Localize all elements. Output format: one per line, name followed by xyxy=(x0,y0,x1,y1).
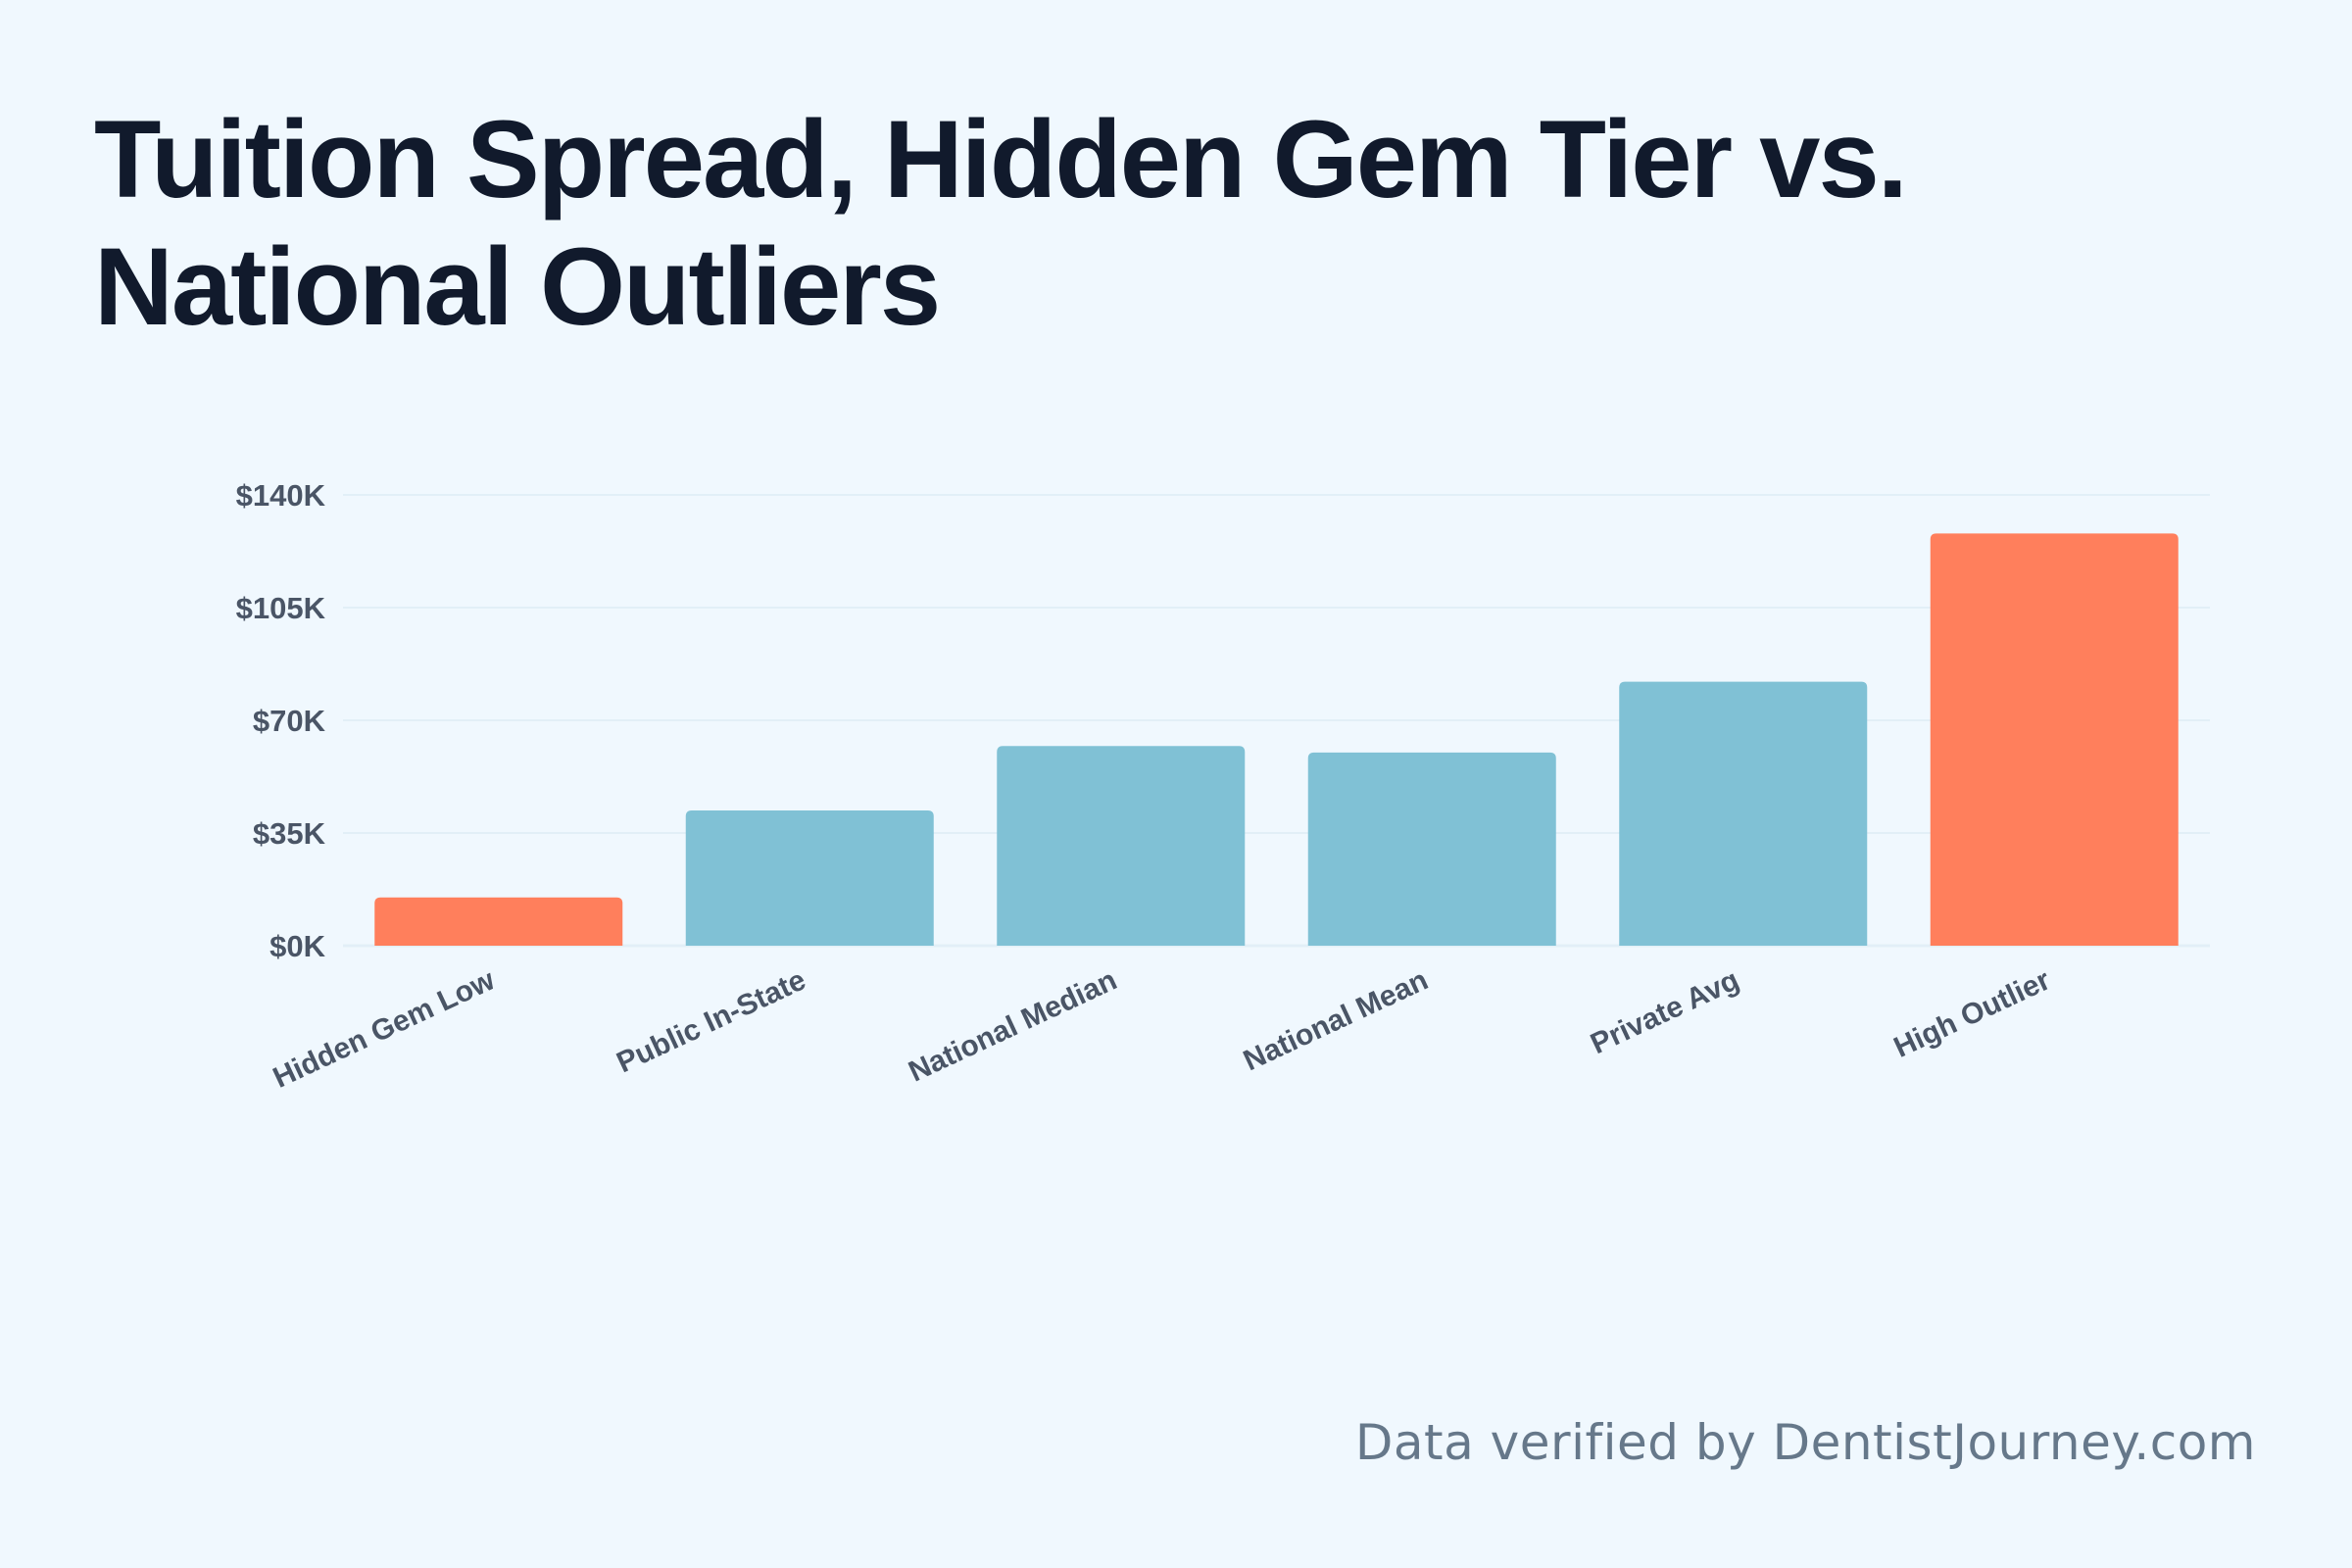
x-tick-label: High Outlier xyxy=(1889,963,2056,1064)
chart-title: Tuition Spread, Hidden Gem Tier vs. Nati… xyxy=(94,98,1908,348)
x-tick-label: Public In-State xyxy=(612,963,810,1079)
y-tick-label: $0K xyxy=(270,929,325,963)
gridlines xyxy=(343,494,2210,948)
y-tick-label: $105K xyxy=(236,591,326,625)
bar-private-avg xyxy=(1619,681,1868,946)
x-tick-label: Hidden Gem Low xyxy=(269,963,501,1095)
bar-hidden-gem-low xyxy=(374,897,623,946)
y-tick-label: $70K xyxy=(253,704,326,738)
bar-national-mean xyxy=(1307,752,1556,946)
y-axis-ticks: $0K $35K $70K $105K $140K xyxy=(236,478,326,963)
y-tick-label: $140K xyxy=(236,478,326,513)
source-note: Data verified by DentistJourney.com xyxy=(1354,1414,2256,1471)
x-tick-label: Private Avg xyxy=(1586,963,1744,1060)
bar-national-median xyxy=(997,746,1246,946)
bar-public-in-state xyxy=(685,810,934,946)
x-axis-ticks: Hidden Gem Low Public In-State National Me… xyxy=(269,963,2056,1095)
x-tick-label: National Mean xyxy=(1239,963,1433,1077)
bar-high-outlier xyxy=(1930,533,2179,946)
y-tick-label: $35K xyxy=(253,816,326,851)
x-tick-label: National Median xyxy=(904,963,1121,1088)
bars xyxy=(374,533,2179,946)
